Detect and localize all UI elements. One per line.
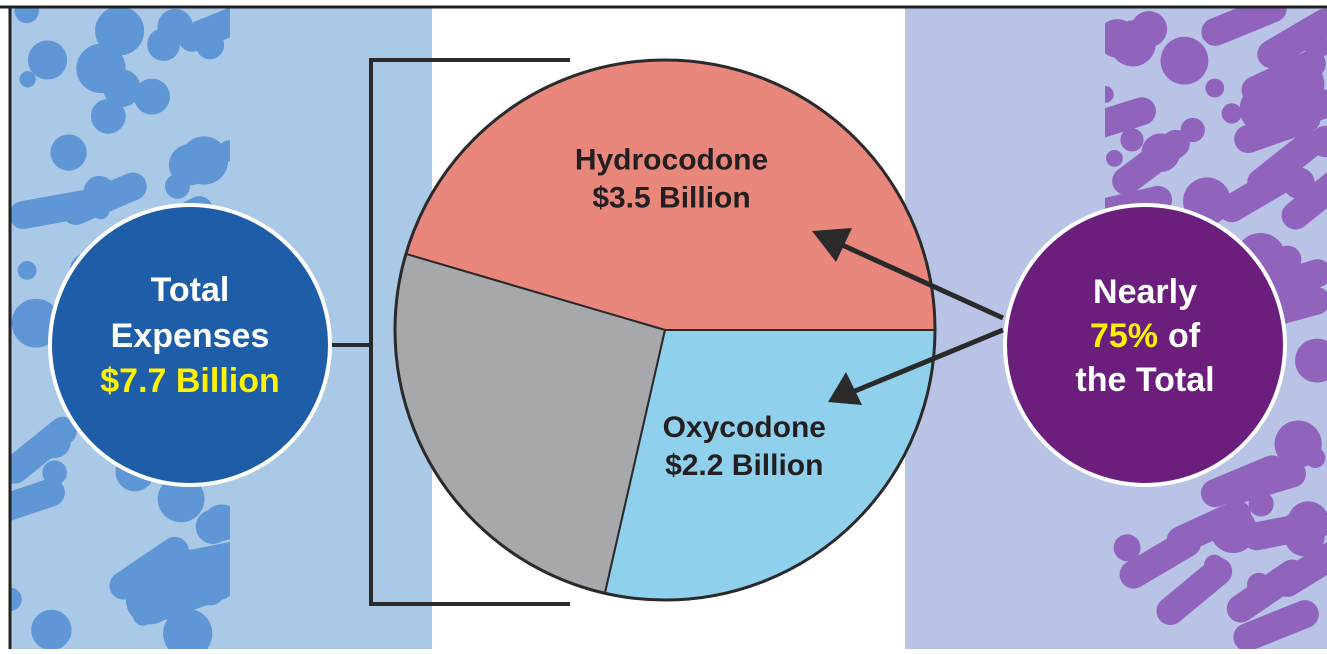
- pill-dot: [1248, 491, 1274, 517]
- pill-dot: [14, 8, 39, 24]
- pill-dot: [1274, 420, 1322, 468]
- slice-value-label: $2.2 Billion: [665, 449, 823, 482]
- total-text: Total: [151, 271, 230, 309]
- pill-capsule: [147, 571, 230, 621]
- pill-dot: [17, 260, 37, 280]
- pill-dot: [42, 460, 67, 485]
- pill-capsule: [1200, 455, 1287, 508]
- pill-dot: [1205, 78, 1225, 98]
- pill-dot: [19, 71, 36, 88]
- share-line: 75% of: [1090, 317, 1201, 355]
- pill-dot: [31, 609, 72, 649]
- pill-dot: [1124, 29, 1155, 59]
- pill-dot: [1295, 338, 1327, 383]
- pill-dot: [133, 78, 170, 115]
- pill-dot: [132, 604, 154, 626]
- pill-dot: [90, 98, 126, 134]
- pill-dot: [1180, 117, 1205, 143]
- pill-dot: [92, 203, 110, 220]
- pill-dot: [203, 504, 230, 541]
- pill-capsule: [178, 8, 230, 52]
- pill-dot: [1113, 534, 1141, 562]
- total-text: Expenses: [111, 317, 270, 355]
- slice-value-label: $3.5 Billion: [592, 181, 750, 214]
- pill-dot: [1160, 36, 1209, 85]
- share-highlight: 75%: [1090, 317, 1158, 355]
- pill-capsule: [10, 190, 99, 229]
- pill-capsule: [10, 478, 65, 527]
- share-text: of: [1168, 317, 1201, 355]
- pill-dot: [163, 608, 213, 649]
- total-badge: [48, 203, 332, 487]
- pill-dot: [1120, 128, 1144, 152]
- pill-capsule: [1233, 600, 1319, 649]
- pill-dot: [38, 425, 71, 459]
- pill-capsule: [1119, 529, 1202, 589]
- pill-dot: [1106, 149, 1123, 167]
- pill-dot: [164, 173, 190, 199]
- slice-label: Hydrocodone: [575, 143, 768, 176]
- pill-capsule: [1234, 104, 1321, 154]
- share-badge: [1003, 203, 1287, 487]
- pill-dot: [95, 8, 145, 56]
- slice-label: Oxycodone: [663, 411, 826, 444]
- pill-capsule: [1105, 97, 1156, 144]
- pill-dot: [1221, 103, 1242, 124]
- share-text: the Total: [1075, 361, 1214, 399]
- pill-dot: [1279, 512, 1316, 549]
- pill-dot: [1105, 85, 1114, 103]
- pill-dot: [27, 40, 68, 80]
- pill-capsule: [125, 556, 215, 596]
- pill-dot: [76, 43, 126, 94]
- pill-capsule: [1217, 163, 1300, 223]
- pill-dot: [179, 136, 229, 185]
- pill-capsule: [1273, 536, 1327, 597]
- pie-outline: [393, 58, 937, 602]
- pill-capsule: [1281, 162, 1327, 230]
- pill-capsule: [1201, 8, 1287, 46]
- pill-dot: [1309, 125, 1327, 158]
- total-value: $7.7 Billion: [100, 362, 280, 400]
- pill-dot: [1209, 506, 1257, 553]
- pill-capsule: [1257, 8, 1327, 69]
- arrows: [812, 228, 1005, 405]
- bracket: [330, 58, 570, 606]
- pill-dot: [50, 134, 87, 171]
- share-text: Nearly: [1093, 273, 1197, 311]
- pill-dot: [1141, 133, 1181, 173]
- pill-dot: [1204, 554, 1225, 576]
- pill-pattern: [1105, 8, 1327, 649]
- pill-dot: [11, 298, 61, 348]
- pill-dot: [10, 587, 22, 612]
- pill-dot: [157, 475, 205, 523]
- pie: Hydrocodone $3.5 Billion Oxycodone $2.2 Bil…: [393, 58, 937, 602]
